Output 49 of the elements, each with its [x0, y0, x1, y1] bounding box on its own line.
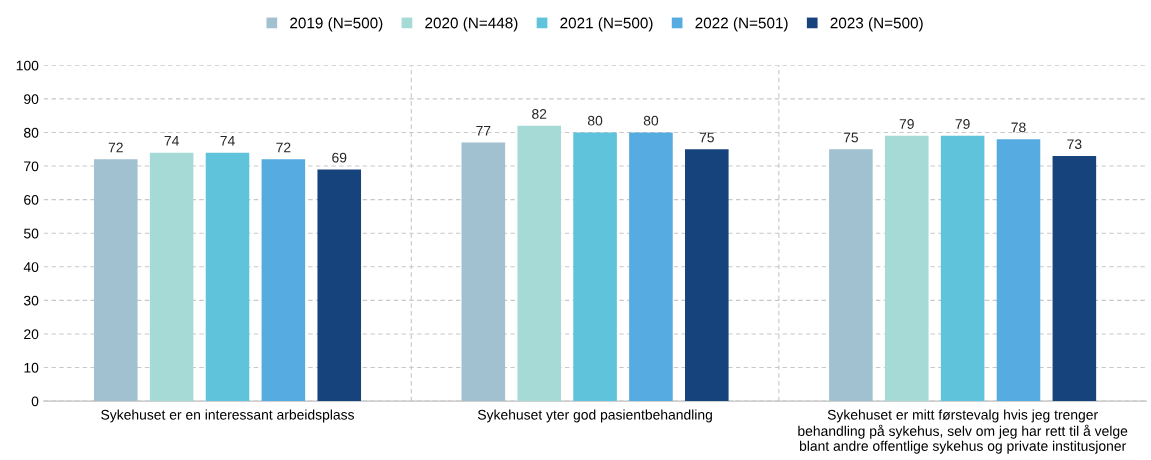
- data-label: 80: [643, 115, 659, 126]
- legend-label: 2021 (N=500): [560, 17, 653, 32]
- y-tick-label: 10: [24, 362, 39, 373]
- data-label: 69: [332, 152, 347, 163]
- y-tick-label: 80: [24, 127, 39, 138]
- bar: [517, 125, 561, 402]
- y-tick-label: 50: [23, 228, 39, 239]
- data-label: 72: [276, 142, 291, 153]
- data-label: 79: [899, 119, 914, 129]
- data-label: 78: [1011, 122, 1026, 133]
- data-label: 75: [843, 132, 859, 143]
- bar: [149, 152, 194, 402]
- bar: [629, 132, 673, 402]
- data-label: 82: [532, 109, 547, 119]
- data-label: 79: [955, 119, 970, 129]
- y-tick-label: 90: [24, 94, 39, 105]
- x-tick-label: Sykehuset yter god pasientbehandling: [477, 409, 712, 423]
- bar: [829, 149, 873, 402]
- y-tick-label: 40: [23, 262, 39, 272]
- data-label: 77: [476, 125, 491, 136]
- bar: [1052, 155, 1097, 402]
- y-tick-label: 100: [16, 60, 39, 71]
- y-tick-label: 20: [24, 329, 39, 340]
- data-label: 74: [220, 136, 235, 146]
- data-label: 75: [699, 132, 714, 143]
- legend-label: 2023 (N=500): [830, 17, 923, 32]
- bar: [884, 135, 929, 402]
- data-label: 73: [1067, 139, 1082, 150]
- y-tick-label: 30: [23, 295, 39, 306]
- data-label: 72: [108, 142, 123, 153]
- bar: [93, 159, 138, 402]
- bar: [261, 159, 306, 402]
- bar: [996, 139, 1041, 402]
- bar: [685, 149, 729, 402]
- data-label: 80: [587, 115, 603, 126]
- data-label: 74: [164, 136, 179, 146]
- y-tick-label: 60: [24, 194, 39, 205]
- x-tick-label: Sykehuset er en interessant arbeidsplass: [101, 409, 355, 423]
- legend-label: 2022 (N=501): [695, 17, 788, 32]
- y-tick-label: 0: [31, 396, 39, 407]
- bar: [940, 135, 985, 402]
- legend-label: 2020 (N=448): [425, 17, 518, 32]
- bar: [205, 152, 250, 402]
- legend-label: 2019 (N=500): [290, 17, 383, 32]
- bar: [573, 132, 617, 402]
- bar: [461, 142, 506, 402]
- x-tick-label: Sykehuset er mitt førstevalg hvis jeg trenger behandling på sykehus, selv om jeg har rett til å velge blant andre offentlige sykehus og private institusjoner: [798, 409, 1128, 454]
- bar: [317, 169, 362, 402]
- y-tick-label: 70: [24, 161, 39, 172]
